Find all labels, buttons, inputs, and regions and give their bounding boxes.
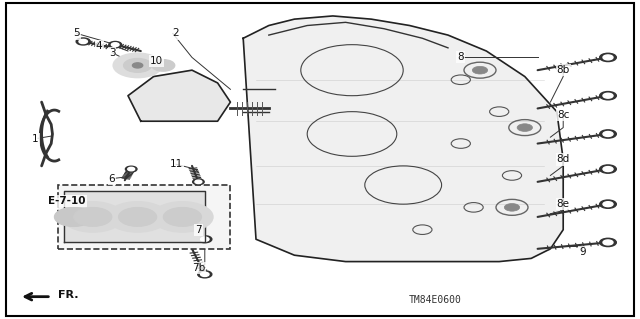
Circle shape: [193, 179, 204, 185]
Circle shape: [603, 240, 613, 245]
Circle shape: [74, 207, 112, 226]
Circle shape: [109, 41, 122, 48]
Text: 8c: 8c: [557, 110, 570, 120]
Circle shape: [603, 93, 613, 98]
Circle shape: [163, 207, 202, 226]
Circle shape: [472, 66, 488, 74]
Circle shape: [603, 167, 613, 172]
Text: 6: 6: [109, 174, 115, 184]
Circle shape: [79, 39, 88, 44]
Circle shape: [200, 272, 209, 277]
Circle shape: [198, 236, 212, 243]
Circle shape: [76, 38, 90, 45]
Circle shape: [517, 124, 532, 131]
Circle shape: [111, 43, 119, 47]
Circle shape: [603, 131, 613, 137]
Text: 9: 9: [579, 247, 586, 257]
Polygon shape: [243, 16, 563, 262]
Text: 1: 1: [32, 134, 38, 144]
Circle shape: [54, 207, 93, 226]
Circle shape: [600, 53, 616, 62]
Circle shape: [504, 204, 520, 211]
Text: 7b: 7b: [192, 263, 205, 273]
Polygon shape: [128, 70, 230, 121]
Text: TM84E0600: TM84E0600: [409, 295, 461, 305]
Text: FR.: FR.: [58, 290, 78, 300]
Text: E-7-10: E-7-10: [48, 196, 86, 206]
Circle shape: [128, 167, 134, 171]
Text: 10: 10: [150, 56, 163, 66]
Circle shape: [152, 60, 175, 71]
Circle shape: [600, 92, 616, 100]
Circle shape: [600, 130, 616, 138]
FancyBboxPatch shape: [58, 185, 230, 249]
Text: 3: 3: [109, 48, 115, 58]
Text: 11: 11: [170, 159, 182, 169]
Circle shape: [603, 202, 613, 207]
Text: 5: 5: [74, 28, 80, 39]
Circle shape: [125, 166, 137, 172]
Text: 4: 4: [96, 41, 102, 51]
Text: 8e: 8e: [557, 199, 570, 209]
Circle shape: [124, 58, 152, 72]
Circle shape: [152, 202, 213, 232]
Circle shape: [107, 202, 168, 232]
Circle shape: [600, 165, 616, 173]
Circle shape: [603, 55, 613, 60]
Circle shape: [132, 63, 143, 68]
Text: 8: 8: [458, 52, 464, 63]
Circle shape: [200, 237, 209, 241]
Circle shape: [195, 180, 202, 183]
Text: 8b: 8b: [557, 65, 570, 75]
Circle shape: [113, 53, 162, 78]
Circle shape: [600, 238, 616, 247]
Circle shape: [198, 271, 212, 278]
Circle shape: [118, 207, 157, 226]
Circle shape: [600, 200, 616, 208]
Text: 7: 7: [195, 225, 202, 235]
Circle shape: [62, 202, 124, 232]
Text: 2: 2: [173, 28, 179, 39]
Text: 8d: 8d: [557, 154, 570, 165]
Polygon shape: [64, 191, 205, 242]
